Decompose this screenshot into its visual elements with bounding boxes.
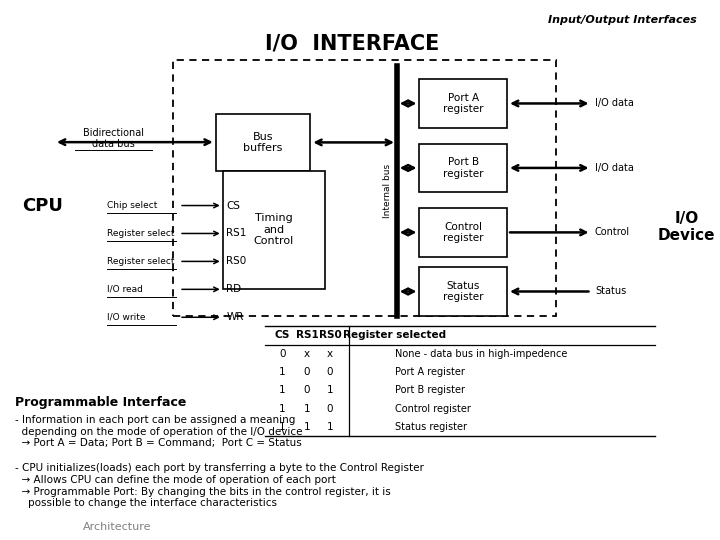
Text: RS0: RS0 bbox=[226, 256, 246, 266]
Bar bbox=[174, 60, 557, 316]
Text: I/O
Device: I/O Device bbox=[657, 211, 715, 243]
Text: 1: 1 bbox=[304, 403, 310, 414]
Text: x: x bbox=[327, 349, 333, 359]
Bar bbox=[419, 79, 507, 127]
Text: 0: 0 bbox=[327, 403, 333, 414]
Bar bbox=[222, 171, 325, 289]
Text: RS1: RS1 bbox=[226, 228, 246, 239]
Text: RS1: RS1 bbox=[296, 329, 318, 340]
Text: WR: WR bbox=[226, 312, 243, 322]
Text: Programmable Interface: Programmable Interface bbox=[15, 396, 186, 409]
Text: 0: 0 bbox=[304, 367, 310, 377]
Text: CS: CS bbox=[226, 200, 240, 211]
Text: 1: 1 bbox=[327, 386, 333, 395]
Text: Timing
and
Control: Timing and Control bbox=[253, 213, 294, 246]
Text: Register select: Register select bbox=[107, 257, 174, 266]
Text: Port A
register: Port A register bbox=[443, 93, 484, 114]
Text: CS: CS bbox=[274, 329, 290, 340]
Text: I/O write: I/O write bbox=[107, 313, 145, 322]
Text: 1: 1 bbox=[304, 422, 310, 432]
Text: Status: Status bbox=[595, 287, 626, 296]
Bar bbox=[215, 114, 310, 171]
Bar bbox=[419, 208, 507, 256]
Text: 0: 0 bbox=[279, 349, 286, 359]
Text: - CPU initializes(loads) each port by transferring a byte to the Control Registe: - CPU initializes(loads) each port by tr… bbox=[15, 463, 424, 508]
Text: Internal bus: Internal bus bbox=[383, 164, 392, 218]
Text: Control
register: Control register bbox=[443, 221, 484, 243]
Text: 0: 0 bbox=[304, 386, 310, 395]
Text: 1: 1 bbox=[279, 403, 286, 414]
Text: I/O  INTERFACE: I/O INTERFACE bbox=[266, 33, 440, 53]
Text: Control register: Control register bbox=[395, 403, 471, 414]
Text: Status
register: Status register bbox=[443, 281, 484, 302]
Text: Architecture: Architecture bbox=[83, 522, 151, 532]
Text: Port B
register: Port B register bbox=[443, 157, 484, 179]
Text: Bidirectional
data bus: Bidirectional data bus bbox=[84, 127, 144, 149]
Text: Register select: Register select bbox=[107, 229, 174, 238]
Text: Status register: Status register bbox=[395, 422, 467, 432]
Text: I/O data: I/O data bbox=[595, 98, 634, 109]
Text: RD: RD bbox=[226, 285, 241, 294]
Text: Port B register: Port B register bbox=[395, 386, 464, 395]
Text: Register selected: Register selected bbox=[343, 329, 446, 340]
Text: 1: 1 bbox=[327, 422, 333, 432]
Text: x: x bbox=[304, 349, 310, 359]
Text: CPU: CPU bbox=[22, 197, 63, 214]
Text: I/O data: I/O data bbox=[595, 163, 634, 173]
Text: - Information in each port can be assigned a meaning
  depending on the mode of : - Information in each port can be assign… bbox=[15, 415, 303, 448]
Text: Input/Output Interfaces: Input/Output Interfaces bbox=[548, 15, 697, 25]
Text: Port A register: Port A register bbox=[395, 367, 464, 377]
Text: None - data bus in high-impedence: None - data bus in high-impedence bbox=[395, 349, 567, 359]
Text: I/O read: I/O read bbox=[107, 285, 143, 294]
Text: 0: 0 bbox=[327, 367, 333, 377]
Text: RS0: RS0 bbox=[319, 329, 341, 340]
Text: 1: 1 bbox=[279, 367, 286, 377]
Text: Chip select: Chip select bbox=[107, 201, 157, 210]
Bar bbox=[419, 267, 507, 316]
Text: 1: 1 bbox=[279, 422, 286, 432]
Text: Bus
buffers: Bus buffers bbox=[243, 132, 283, 153]
Text: Control: Control bbox=[595, 227, 630, 238]
Text: 1: 1 bbox=[279, 386, 286, 395]
Bar bbox=[419, 144, 507, 192]
